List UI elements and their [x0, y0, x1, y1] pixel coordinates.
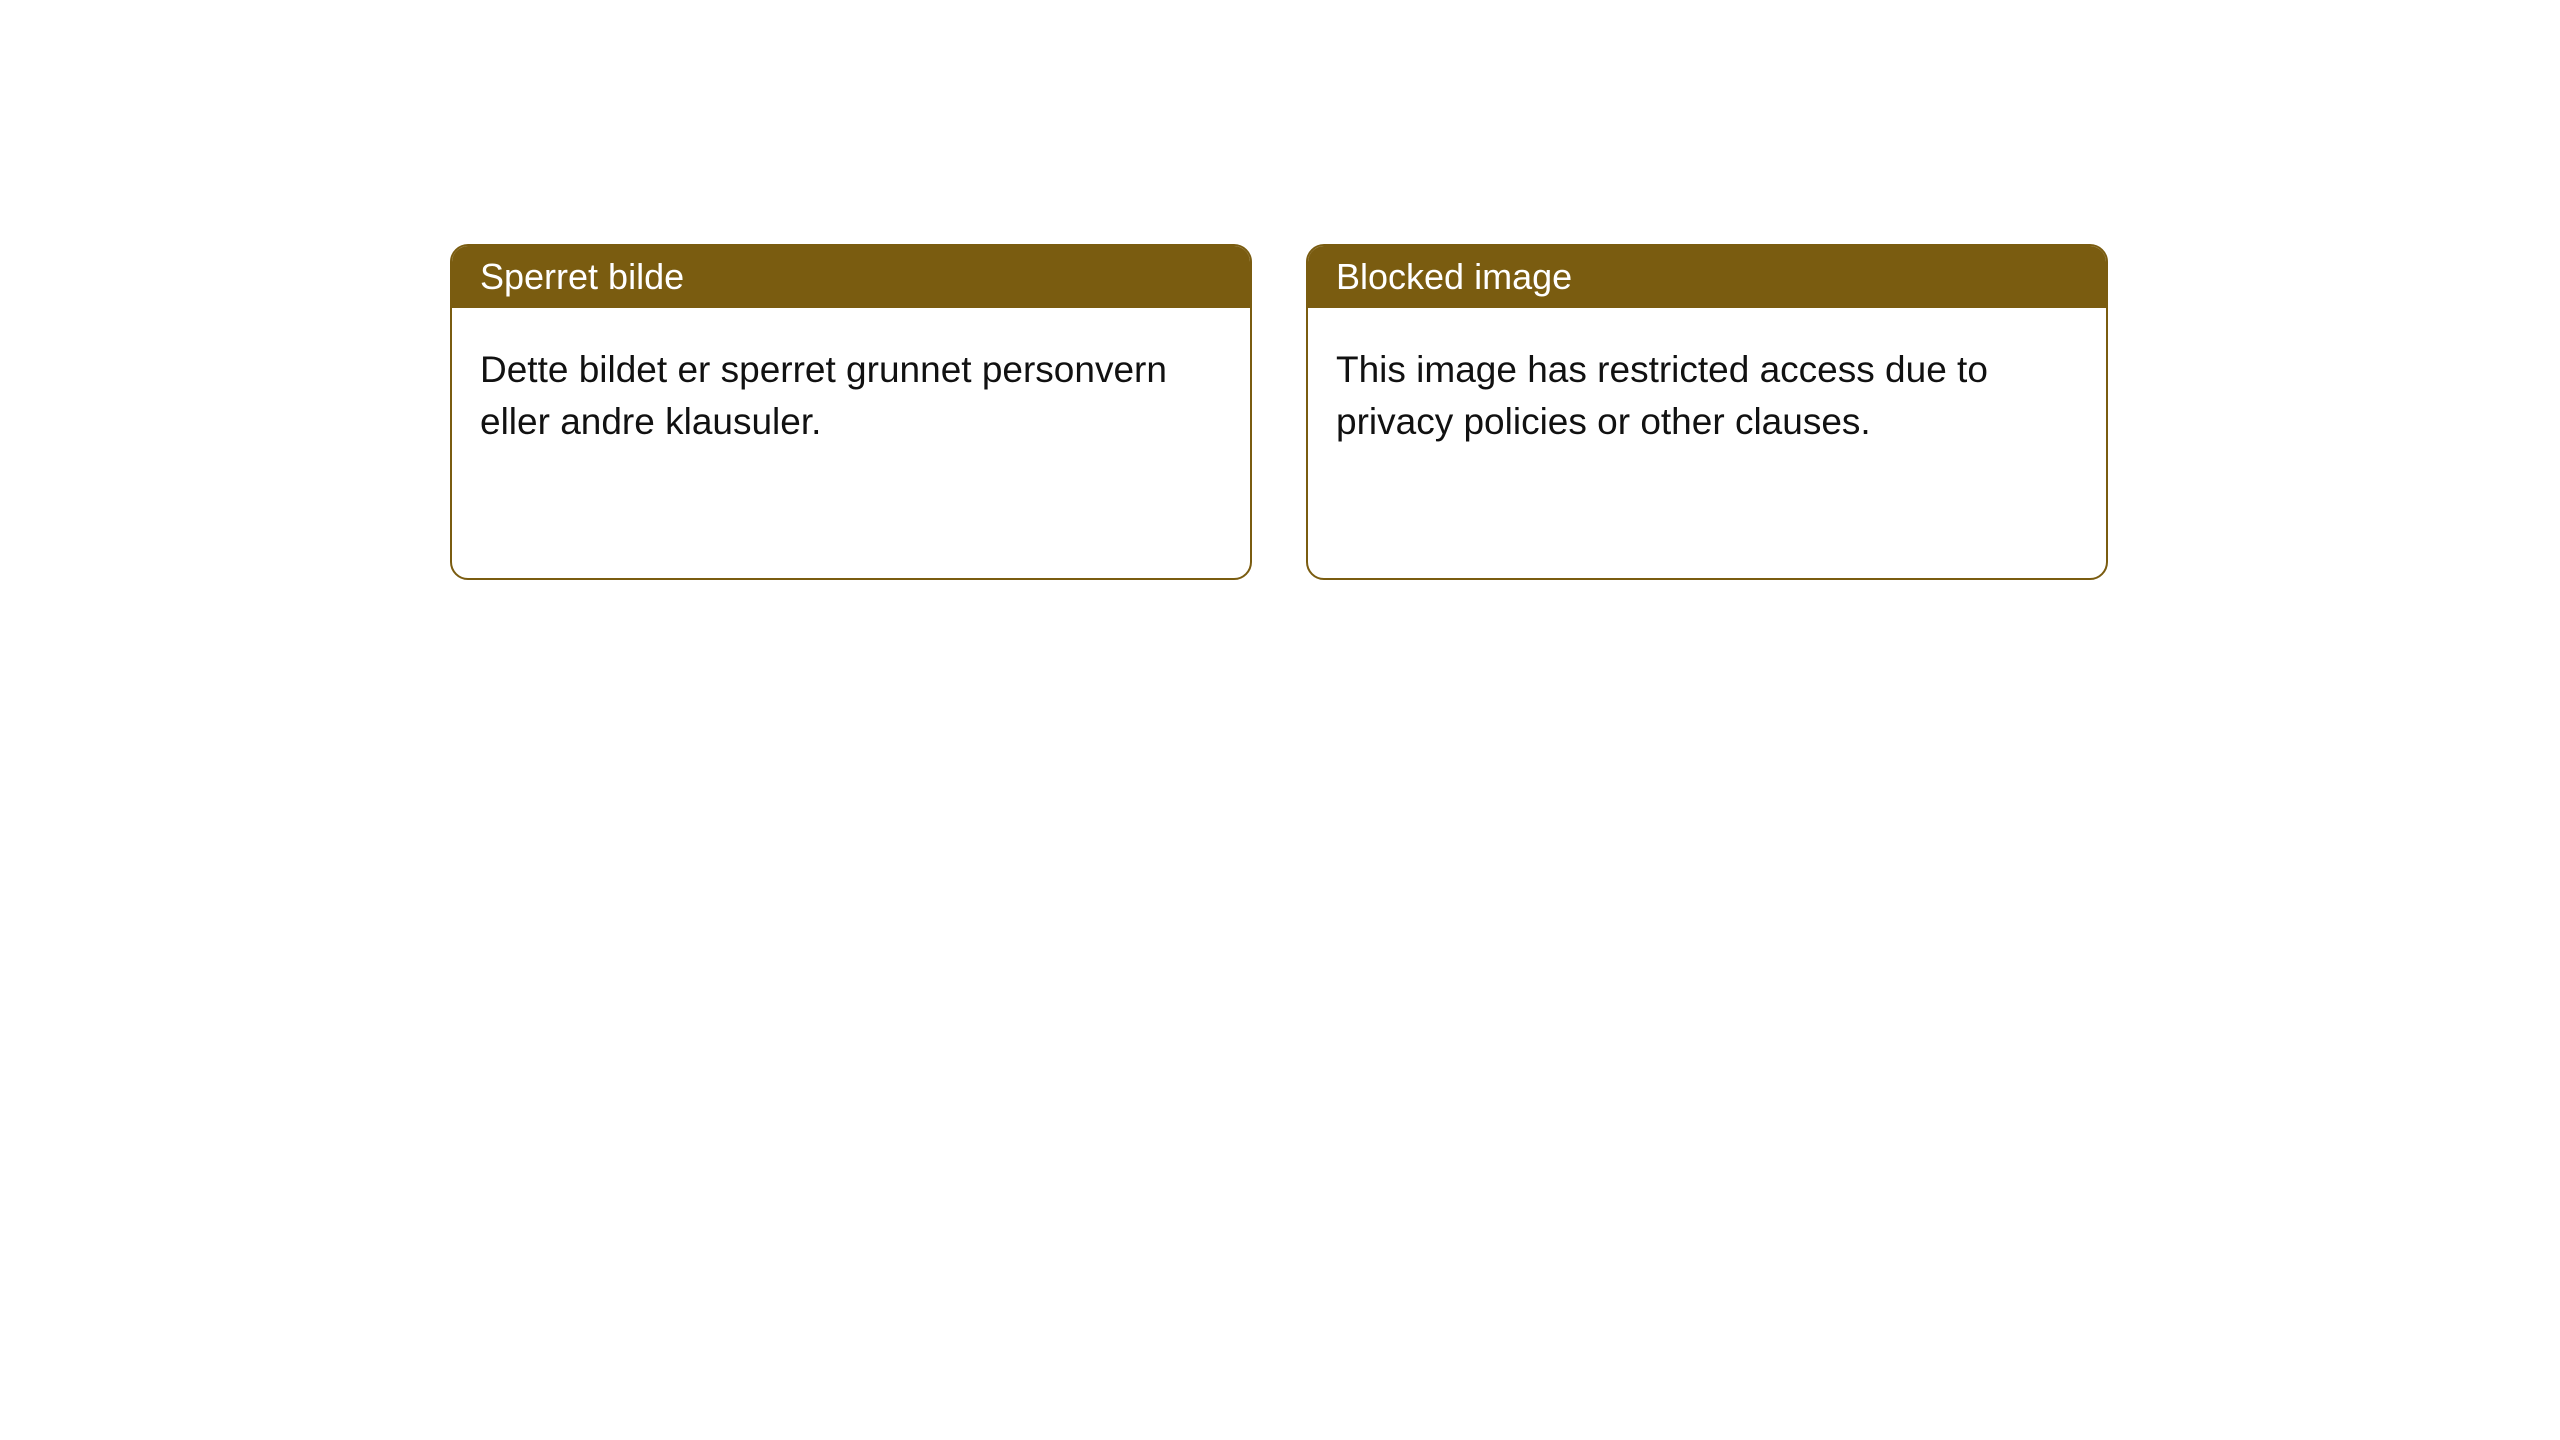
notice-header: Sperret bilde	[452, 246, 1250, 308]
notice-body: This image has restricted access due to …	[1308, 308, 2106, 578]
notice-container: Sperret bilde Dette bildet er sperret gr…	[0, 0, 2560, 580]
notice-body: Dette bildet er sperret grunnet personve…	[452, 308, 1250, 578]
notice-card-english: Blocked image This image has restricted …	[1306, 244, 2108, 580]
notice-header: Blocked image	[1308, 246, 2106, 308]
notice-card-norwegian: Sperret bilde Dette bildet er sperret gr…	[450, 244, 1252, 580]
